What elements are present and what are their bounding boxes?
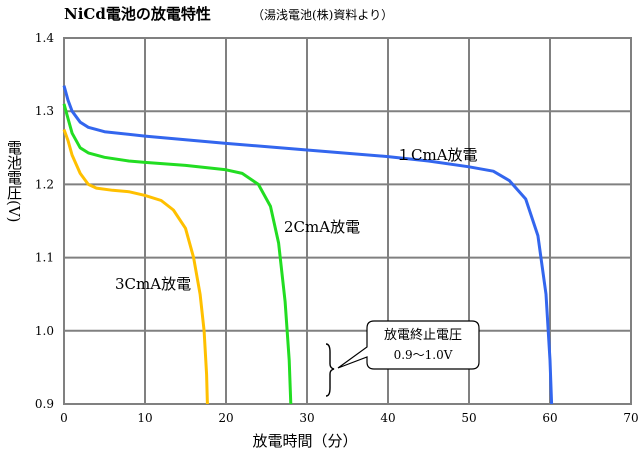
series-line-2 [62,103,293,405]
y-axis-title: 電池電圧(V) [5,140,23,223]
x-tick-label: 30 [299,411,314,425]
series-label-1c: １CmA放電 [396,146,478,164]
series-line-3 [62,128,209,405]
x-tick-label: 50 [461,411,476,425]
plot-frame [63,37,632,405]
x-axis-ticks: 0 10 20 30 40 50 60 70 [60,411,638,425]
series-lines [62,85,554,405]
y-axis-ticks: 0.9 1.0 1.1 1.2 1.3 1.4 [35,31,54,411]
cutoff-bracket [325,343,335,397]
x-tick-label: 0 [60,411,68,425]
cutoff-callout: 放電終止電圧 0.9～1.0V [325,320,480,397]
series-label-3c: 3CmA放電 [115,275,191,293]
y-tick-label: 1.3 [35,104,54,118]
y-tick-label: 1.1 [35,251,54,265]
x-tick-label: 60 [542,411,557,425]
series-line-1 [62,85,554,405]
series-label-2c: 2CmA放電 [284,218,360,236]
callout-range: 0.9～1.0V [394,348,453,362]
x-tick-label: 70 [623,411,638,425]
y-tick-label: 1.2 [35,177,54,191]
plot-area [63,37,632,405]
callout-title: 放電終止電圧 [384,327,462,343]
x-tick-label: 20 [218,411,233,425]
x-tick-label: 10 [137,411,152,425]
chart-title: NiCd電池の放電特性 [64,5,211,23]
x-tick-label: 40 [380,411,395,425]
y-tick-label: 1.4 [35,31,54,45]
y-tick-label: 0.9 [35,397,54,411]
chart-subtitle: （湯浅電池(株)資料より） [252,7,393,22]
callout-box [337,320,480,370]
y-tick-label: 1.0 [35,324,54,338]
x-axis-title: 放電時間（分） [252,432,357,450]
